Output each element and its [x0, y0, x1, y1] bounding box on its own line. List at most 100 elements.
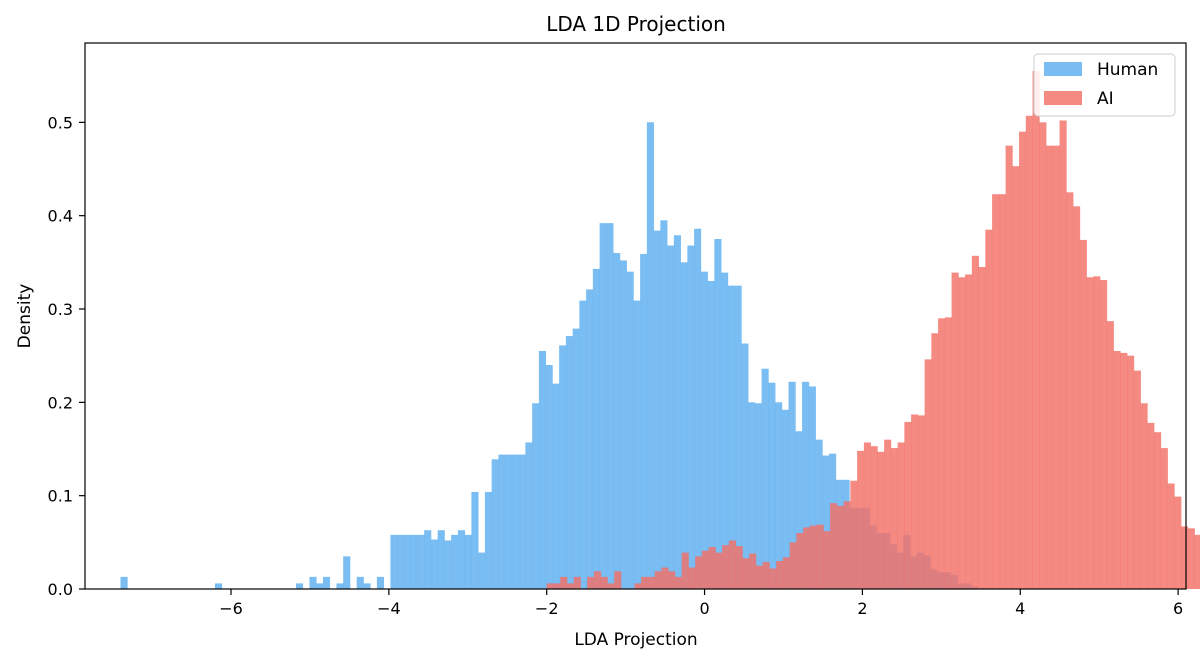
human-bar-66 [565, 336, 573, 589]
human-bar-28 [309, 576, 317, 589]
ai-bar-93 [1174, 496, 1182, 589]
ai-bar-1 [553, 583, 561, 589]
ai-bar-20 [681, 552, 689, 589]
human-bar-51 [464, 534, 472, 589]
ai-bar-40 [816, 524, 824, 589]
ai-bar-76 [1059, 120, 1067, 589]
human-bar-44 [417, 534, 425, 589]
y-axis: 0.0 0.1 0.2 0.3 0.4 0.5 [48, 113, 85, 599]
ai-bar-60 [951, 272, 959, 589]
ai-bar-69 [1012, 166, 1020, 589]
human-bar-38 [376, 576, 385, 589]
ai-bar-9 [607, 583, 615, 589]
ai-bar-78 [1073, 206, 1081, 589]
human-bar-86 [700, 271, 708, 589]
ai-bar-80 [1086, 277, 1094, 589]
ai-bar-23 [701, 550, 710, 589]
human-bar-47 [437, 530, 445, 589]
human-bar-30 [322, 576, 331, 589]
ai-bar-63 [971, 255, 979, 590]
ai-bar-14 [641, 576, 649, 589]
human-bar-53 [478, 552, 486, 589]
ai-bar-86 [1127, 355, 1135, 589]
human-bar-101 [802, 381, 810, 589]
ai-bar-58 [938, 318, 946, 589]
human-bar-76 [633, 300, 641, 589]
y-tick-label: 0.0 [48, 580, 73, 599]
ai-bar-68 [1005, 145, 1013, 590]
human-bar-55 [491, 459, 499, 589]
legend-label-ai: AI [1097, 89, 1114, 109]
ai-bar-51 [890, 448, 898, 589]
ai-bar-43 [836, 505, 844, 589]
ai-bar-62 [965, 274, 973, 589]
human-bar-57 [505, 454, 513, 589]
human-bar-94 [754, 403, 762, 589]
human-bar-64 [552, 383, 560, 589]
human-bar-46 [430, 539, 439, 589]
human-bar-65 [559, 345, 567, 589]
x-tick-label: −6 [219, 599, 243, 618]
human-bar-41 [397, 534, 405, 589]
human-bar-95 [761, 368, 769, 589]
legend-label-human: Human [1097, 60, 1158, 80]
human-bar-78 [646, 122, 654, 589]
ai-bar-18 [668, 571, 676, 589]
ai-bar-92 [1167, 483, 1175, 589]
y-tick-label: 0.3 [48, 300, 73, 319]
ai-bar-48 [870, 446, 878, 589]
ai-bar-29 [742, 558, 750, 589]
human-bar-93 [748, 402, 756, 589]
legend: Human AI [1033, 53, 1176, 117]
ai-bar-70 [1019, 131, 1027, 590]
ai-bar-90 [1154, 432, 1162, 589]
human-bar-40 [390, 534, 398, 589]
ai-bar-87 [1133, 370, 1141, 589]
ai-bar-0 [546, 583, 554, 589]
ai-bar-32 [762, 561, 770, 589]
ai-bar-95 [1187, 528, 1195, 589]
human-bar-104 [822, 455, 830, 589]
human-bar-62 [538, 351, 546, 589]
human-bar-35 [356, 576, 364, 589]
human-bar-80 [660, 220, 668, 589]
ai-bar-54 [911, 414, 919, 589]
human-bar-58 [511, 454, 519, 589]
series-human [120, 122, 978, 590]
ai-bar-6 [587, 576, 595, 589]
human-bar-29 [316, 583, 324, 589]
y-tick-label: 0.4 [48, 207, 73, 226]
ai-bar-7 [593, 571, 602, 589]
ai-bar-34 [776, 561, 784, 589]
human-bar-98 [781, 409, 789, 589]
human-bar-72 [606, 223, 614, 589]
human-bar-73 [613, 253, 621, 589]
ai-bar-77 [1066, 192, 1074, 589]
human-bar-74 [619, 260, 627, 589]
human-bar-60 [525, 442, 533, 589]
ai-bar-21 [688, 567, 696, 589]
human-bar-97 [775, 402, 783, 589]
ai-bar-30 [749, 553, 757, 589]
ai-bar-2 [560, 576, 568, 589]
human-bar-70 [592, 268, 600, 589]
human-bar-90 [727, 285, 735, 589]
human-bar-0 [120, 576, 128, 589]
ai-bar-96 [1194, 534, 1200, 589]
ai-bar-65 [985, 229, 993, 590]
ai-bar-89 [1147, 422, 1155, 589]
human-bar-61 [532, 403, 540, 589]
ai-bar-45 [850, 480, 858, 589]
ai-bar-56 [924, 359, 932, 589]
human-bar-67 [572, 328, 580, 589]
x-tick-label: 4 [1015, 599, 1025, 618]
human-bar-49 [451, 534, 459, 589]
ai-bar-26 [722, 545, 730, 589]
ai-bar-46 [857, 450, 865, 589]
human-bar-54 [484, 491, 493, 589]
human-bar-92 [741, 343, 749, 589]
human-bar-48 [444, 540, 452, 589]
series-ai [546, 71, 1200, 590]
ai-bar-75 [1052, 145, 1060, 590]
